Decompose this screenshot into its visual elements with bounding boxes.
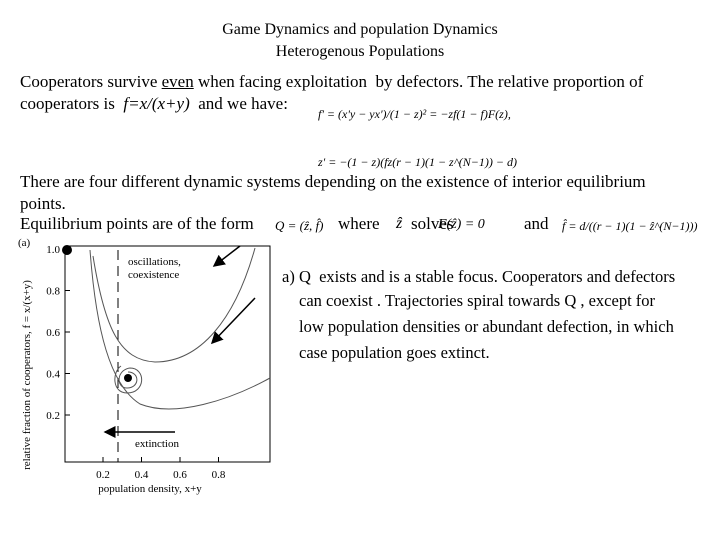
paragraph-line: Cooperators survive even when facing exp…	[20, 72, 643, 92]
text: Equilibrium points are of the form	[20, 214, 254, 233]
title: Game Dynamics and population Dynamics	[222, 21, 498, 38]
paragraph-line: points.	[20, 194, 66, 213]
text: and we have:	[189, 94, 288, 113]
caption-line: case population goes extinct.	[299, 343, 490, 362]
annotation: coexistence	[128, 269, 179, 281]
subtitle: Heterogenous Populations	[275, 43, 445, 60]
caption-line: low population densities or abundant def…	[299, 317, 674, 336]
paragraph-line: There are four different dynamic systems…	[20, 172, 646, 191]
formula: ẑ	[396, 215, 403, 232]
text: solves	[411, 214, 454, 233]
text: when facing exploitation by defectors. T…	[193, 72, 644, 91]
equilibrium-point	[124, 374, 132, 382]
text: and	[524, 214, 549, 233]
equation: z' = −(1 − z)(fz(r − 1)(1 − z^(N−1)) − d…	[318, 155, 517, 169]
y-tick-label: 0.6	[46, 327, 60, 339]
x-tick-label: 0.6	[173, 469, 187, 481]
formula: Q = (ẑ, f̂)	[275, 218, 324, 233]
y-tick-label: 1.0	[46, 244, 60, 256]
x-axis-label: population density, x+y	[98, 483, 202, 495]
trajectory	[92, 247, 256, 363]
arrow	[210, 297, 256, 345]
y-tick-label: 0.2	[46, 410, 60, 422]
paragraph-line: cooperators is f=x/(x+y) and we have:	[20, 94, 288, 114]
underlined-text: even	[161, 72, 194, 91]
y-tick-label: 0.4	[46, 369, 60, 381]
phase-portrait: (a) oscillations, coexistence extinction…	[18, 237, 271, 495]
caption-line: a) Q exists and is a stable focus. Coope…	[282, 267, 676, 286]
caption-line: can coexist . Trajectories spiral toward…	[299, 291, 656, 310]
arrow	[212, 245, 241, 267]
x-tick-label: 0.4	[135, 469, 149, 481]
formula: f=x/(x+y)	[123, 94, 190, 113]
panel-label: (a)	[18, 237, 31, 249]
annotation: oscillations,	[128, 256, 181, 268]
text: where	[338, 214, 380, 233]
text: cooperators is	[20, 94, 124, 113]
x-tick-label: 0.2	[96, 469, 110, 481]
formula: f̂ = d/((r − 1)(1 − ẑ^(N−1)))	[562, 219, 698, 233]
equation: f' = (x'y − yx')/(1 − z)² = −zf(1 − f)F(…	[318, 107, 511, 121]
trajectory	[89, 249, 271, 410]
text: Cooperators survive	[20, 72, 162, 91]
x-tick-label: 0.8	[212, 469, 226, 481]
y-tick-label: 0.8	[46, 286, 60, 298]
annotation: extinction	[135, 438, 179, 450]
spiral	[114, 365, 143, 394]
boundary-point	[62, 245, 72, 255]
y-axis-label: relative fraction of cooperators, f = x/…	[21, 280, 33, 470]
formula: F(ẑ) = 0	[438, 217, 485, 232]
plot-frame	[64, 245, 271, 463]
